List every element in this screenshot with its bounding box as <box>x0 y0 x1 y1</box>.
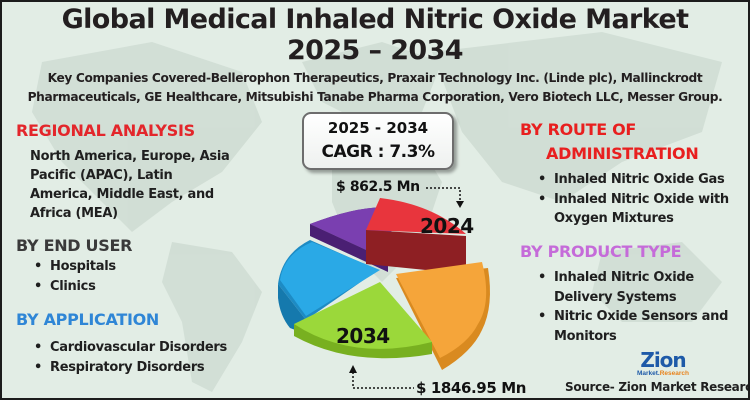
application-list: • Cardiovascular Disorders • Respiratory D… <box>32 338 227 377</box>
pie-slice-orange <box>396 262 490 370</box>
bullet-icon: • <box>538 309 547 324</box>
bullet-icon: • <box>538 172 547 187</box>
value-2024-label: $ 862.5 Mn <box>336 179 420 195</box>
pie-chart <box>278 198 490 370</box>
region-line: Africa (MEA) <box>30 206 118 221</box>
logo-wordmark: Zion <box>640 348 686 372</box>
pie-slice-blue <box>278 240 380 334</box>
bullet-icon: • <box>34 359 43 375</box>
cagr-value: CAGR : 7.3% <box>321 142 435 162</box>
product-type-list: • Inhaled Nitric Oxide Delivery Systems • N… <box>536 268 728 346</box>
bullet-icon: • <box>34 340 43 355</box>
title-line-1: Global Medical Inhaled Nitric Oxide Mark… <box>61 4 689 35</box>
end-user-heading: BY END USER <box>16 236 133 255</box>
route-heading-line-2: ADMINISTRATION <box>546 144 699 163</box>
bullet-icon: • <box>538 270 547 285</box>
route-list: • Inhaled Nitric Oxide Gas • Inhaled Nitri… <box>536 170 729 229</box>
companies-line-1: Key Companies Covered-Bellerophon Therap… <box>47 71 703 85</box>
list-item: • Clinics <box>32 277 116 297</box>
list-item: • Inhaled Nitric Oxide with Oxygen Mixture… <box>538 191 729 227</box>
bullet-icon: • <box>34 259 43 274</box>
cagr-box: 2025 - 2034 CAGR : 7.3% <box>302 112 454 170</box>
forecast-period: 2025 - 2034 <box>327 119 429 137</box>
zion-logo: Zion Market.Research <box>635 348 691 382</box>
logo-subtitle: Market.Research <box>636 370 690 377</box>
list-item: • Inhaled Nitric Oxide Gas <box>536 170 729 190</box>
title-line-2: 2025 – 2034 <box>287 35 464 66</box>
companies-line-2: Pharmaceuticals, GE Healthcare, Mitsubis… <box>27 90 723 104</box>
value-2034-label: $ 1846.95 Mn <box>416 379 527 397</box>
list-item: • Inhaled Nitric Oxide Delivery Systems <box>538 270 694 305</box>
application-heading: BY APPLICATION <box>16 310 160 329</box>
region-line: America, Middle East, and <box>30 187 214 202</box>
page-title: Global Medical Inhaled Nitric Oxide Mark… <box>2 4 748 66</box>
bullet-icon: • <box>538 191 547 207</box>
product-type-heading: BY PRODUCT TYPE <box>520 242 682 261</box>
regional-analysis-heading: REGIONAL ANALYSIS <box>16 121 195 140</box>
list-item: • Respiratory Disorders <box>32 358 227 378</box>
region-line: Pacific (APAC), Latin <box>30 168 173 183</box>
pie-slice-red <box>366 198 466 274</box>
region-line: North America, Europe, Asia <box>30 149 230 164</box>
year-2034-label: 2034 <box>336 324 390 348</box>
list-item: • Cardiovascular Disorders <box>32 338 227 358</box>
regional-analysis-text: North America, Europe, Asia Pacific (APA… <box>30 147 230 223</box>
list-item: • Hospitals <box>32 257 116 277</box>
end-user-list: • Hospitals • Clinics <box>32 257 116 296</box>
key-companies: Key Companies Covered-Bellerophon Therap… <box>2 69 748 107</box>
year-2024-label: 2024 <box>420 214 474 238</box>
bullet-icon: • <box>34 278 43 294</box>
pie-slice-green <box>294 282 432 359</box>
route-heading-line-1: BY ROUTE OF <box>520 120 637 139</box>
list-item: • Nitric Oxide Sensors and Monitors <box>538 309 729 344</box>
source-label: Source- Zion Market Research <box>565 380 750 394</box>
